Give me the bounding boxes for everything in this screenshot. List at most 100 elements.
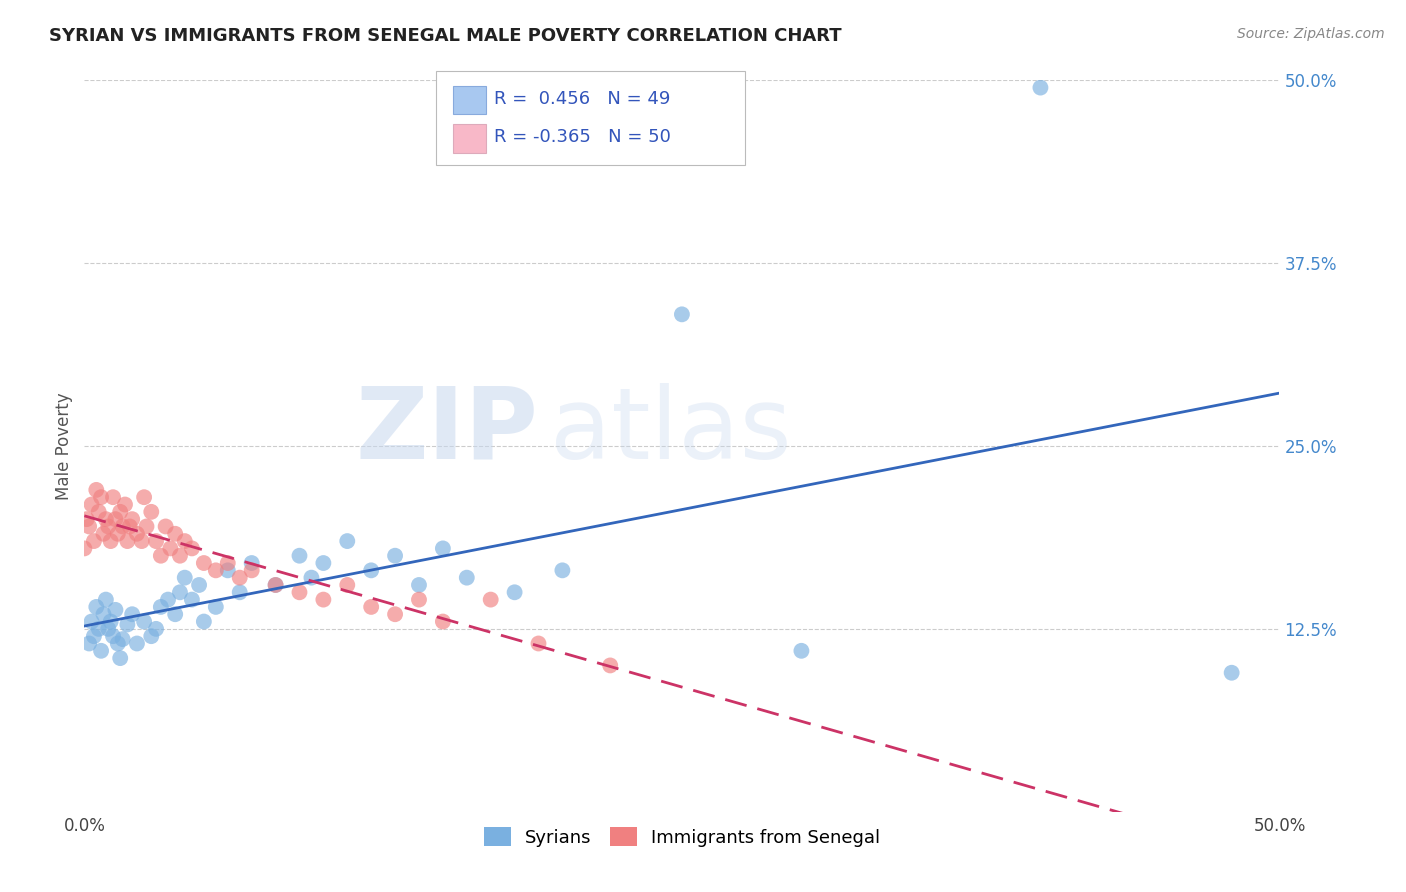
Text: ZIP: ZIP [356, 383, 538, 480]
Point [1029, 80, 1052, 95]
Point [121, 607, 143, 622]
Point [165, 526, 187, 541]
Point [165, 607, 187, 622]
Point [90, 644, 112, 658]
Point [101, 629, 124, 643]
Point [408, 578, 430, 592]
Point [104, 512, 127, 526]
Point [132, 615, 156, 629]
Point [83, 629, 105, 643]
Point [188, 578, 211, 592]
Point [121, 512, 143, 526]
Point [288, 549, 311, 563]
Point [131, 534, 153, 549]
Point [217, 556, 239, 570]
Point [551, 563, 574, 577]
Point [141, 629, 163, 643]
Point [301, 571, 323, 585]
Point [107, 526, 129, 541]
Point [157, 592, 180, 607]
Point [240, 556, 263, 570]
Point [93, 526, 115, 541]
Point [193, 615, 215, 629]
Point [114, 498, 136, 512]
Y-axis label: Male Poverty: Male Poverty [55, 392, 73, 500]
Point [100, 615, 122, 629]
Point [83, 534, 105, 549]
Point [599, 658, 621, 673]
Text: Source: ZipAtlas.com: Source: ZipAtlas.com [1237, 27, 1385, 41]
Point [125, 636, 148, 650]
Legend: Syrians, Immigrants from Senegal: Syrians, Immigrants from Senegal [477, 820, 887, 854]
Point [217, 563, 239, 577]
Point [118, 519, 141, 533]
Point [432, 615, 454, 629]
Point [77, 636, 100, 650]
Point [125, 526, 148, 541]
Point [77, 519, 100, 533]
Point [73, 541, 96, 556]
Point [94, 592, 117, 607]
Point [229, 585, 252, 599]
Point [80, 615, 103, 629]
Text: SYRIAN VS IMMIGRANTS FROM SENEGAL MALE POVERTY CORRELATION CHART: SYRIAN VS IMMIGRANTS FROM SENEGAL MALE P… [49, 27, 842, 45]
Point [173, 534, 195, 549]
Point [149, 549, 172, 563]
Point [97, 622, 120, 636]
Point [141, 505, 163, 519]
Text: atlas: atlas [551, 383, 792, 480]
Point [145, 622, 167, 636]
Point [229, 571, 252, 585]
Point [384, 549, 406, 563]
Point [312, 592, 335, 607]
Point [100, 534, 122, 549]
Point [264, 578, 287, 592]
Point [240, 563, 263, 577]
Text: R =  0.456   N = 49: R = 0.456 N = 49 [494, 90, 669, 108]
Point [671, 307, 693, 321]
Point [104, 603, 127, 617]
Text: R = -0.365   N = 50: R = -0.365 N = 50 [494, 128, 671, 146]
Point [107, 636, 129, 650]
Point [80, 498, 103, 512]
Point [432, 541, 454, 556]
Point [181, 592, 204, 607]
Point [408, 592, 430, 607]
Point [155, 519, 177, 533]
Point [336, 578, 359, 592]
Point [479, 592, 502, 607]
Point [111, 632, 134, 646]
Point [336, 534, 359, 549]
Point [312, 556, 335, 570]
Point [205, 599, 228, 614]
Point [181, 541, 204, 556]
Point [169, 585, 191, 599]
Point [149, 599, 172, 614]
Point [110, 651, 132, 665]
Point [159, 541, 181, 556]
Point [264, 578, 287, 592]
Point [117, 617, 139, 632]
Point [97, 519, 120, 533]
Point [145, 534, 167, 549]
Point [132, 490, 156, 504]
Point [135, 519, 157, 533]
Point [503, 585, 526, 599]
Point [527, 636, 550, 650]
Point [173, 571, 195, 585]
Point [384, 607, 406, 622]
Point [76, 512, 98, 526]
Point [87, 505, 110, 519]
Point [360, 563, 382, 577]
Point [1220, 665, 1243, 680]
Point [86, 599, 108, 614]
Point [110, 505, 132, 519]
Point [790, 644, 813, 658]
Point [169, 549, 191, 563]
Point [193, 556, 215, 570]
Point [456, 571, 478, 585]
Point [101, 490, 124, 504]
Point [86, 483, 108, 497]
Point [87, 622, 110, 636]
Point [93, 607, 115, 622]
